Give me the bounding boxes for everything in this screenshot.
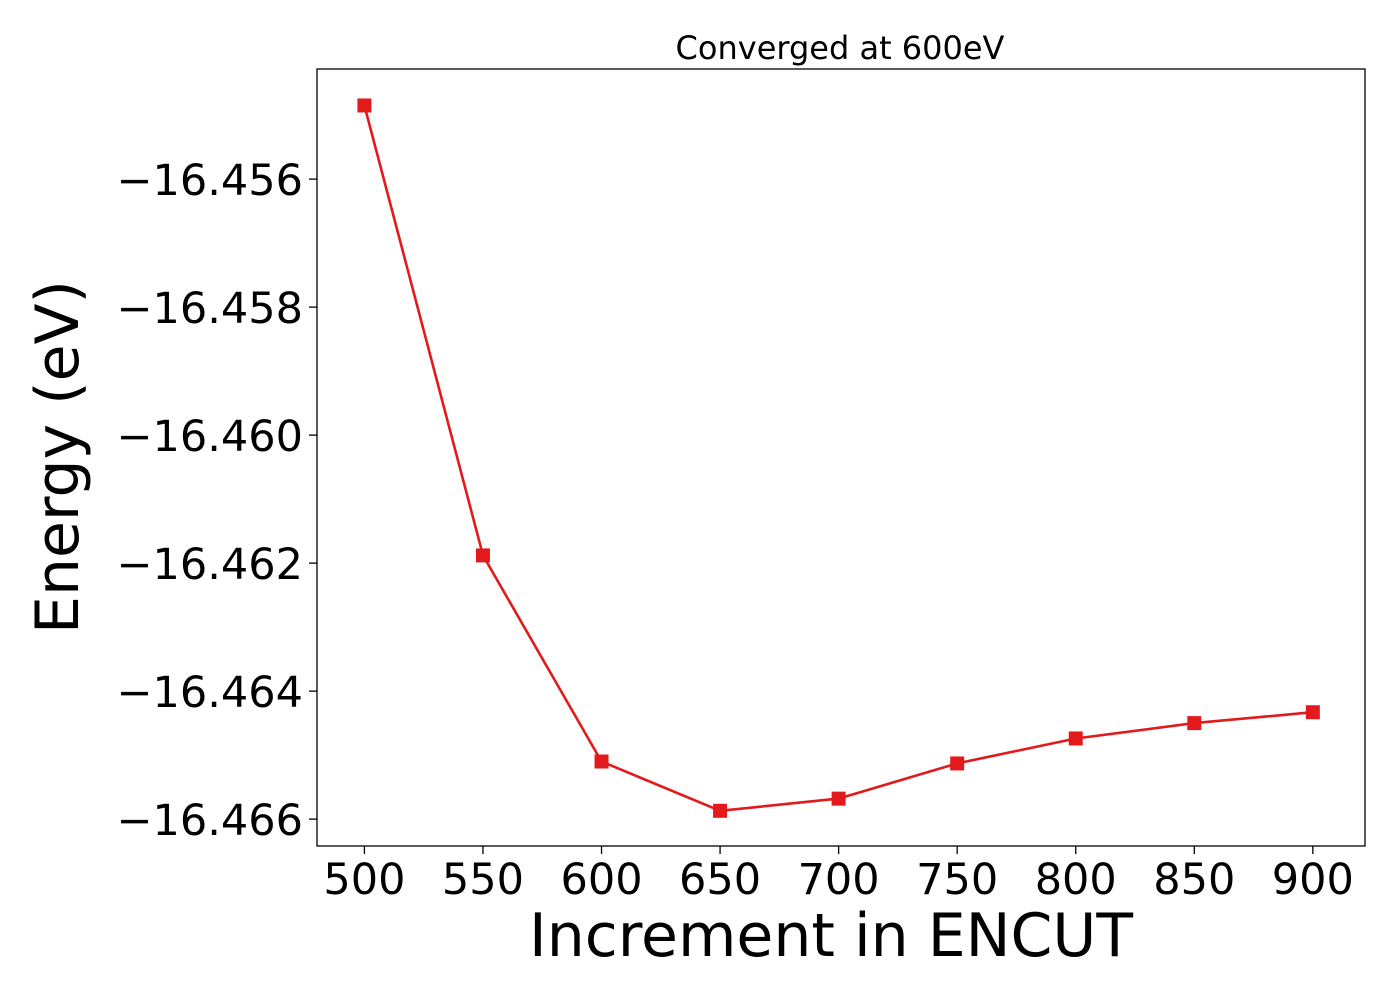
- x-axis-label: Increment in ENCUT: [529, 901, 1133, 971]
- y-tick-label: −16.458: [117, 284, 304, 334]
- y-axis-ticks: −16.456 −16.458 −16.460 −16.462 −16.464 −16.4…: [117, 156, 317, 846]
- y-tick-label: −16.456: [117, 156, 304, 206]
- chart-title: Converged at 600eV: [676, 29, 1005, 67]
- data-point-marker: [475, 548, 490, 563]
- y-tick-label: −16.466: [117, 796, 304, 846]
- x-tick-label: 500: [323, 855, 405, 905]
- x-tick-label: 800: [1035, 855, 1117, 905]
- series-layer: [357, 98, 1320, 818]
- x-tick-label: 600: [560, 855, 642, 905]
- y-axis-label: Energy (eV): [23, 280, 93, 634]
- data-point-marker: [1068, 731, 1083, 746]
- data-point-marker: [357, 98, 372, 113]
- series-line: [363, 105, 1313, 813]
- x-tick-label: 650: [679, 855, 761, 905]
- x-tick-label: 750: [916, 855, 998, 905]
- y-tick-label: −16.462: [117, 540, 304, 590]
- x-axis-ticks: 500 550 600 650 700 750 800 850 900: [323, 846, 1354, 905]
- data-point-marker: [1305, 705, 1320, 720]
- data-point-marker: [950, 756, 965, 771]
- plot-frame: [316, 68, 1366, 847]
- data-point-marker: [594, 754, 609, 769]
- x-tick-label: 900: [1272, 855, 1354, 905]
- data-point-marker: [831, 791, 846, 806]
- y-tick-label: −16.460: [117, 412, 304, 462]
- data-point-marker: [1187, 716, 1202, 731]
- data-point-marker: [713, 803, 728, 818]
- y-tick-label: −16.464: [117, 668, 304, 718]
- x-tick-label: 550: [442, 855, 524, 905]
- x-tick-label: 850: [1153, 855, 1235, 905]
- x-tick-label: 700: [798, 855, 880, 905]
